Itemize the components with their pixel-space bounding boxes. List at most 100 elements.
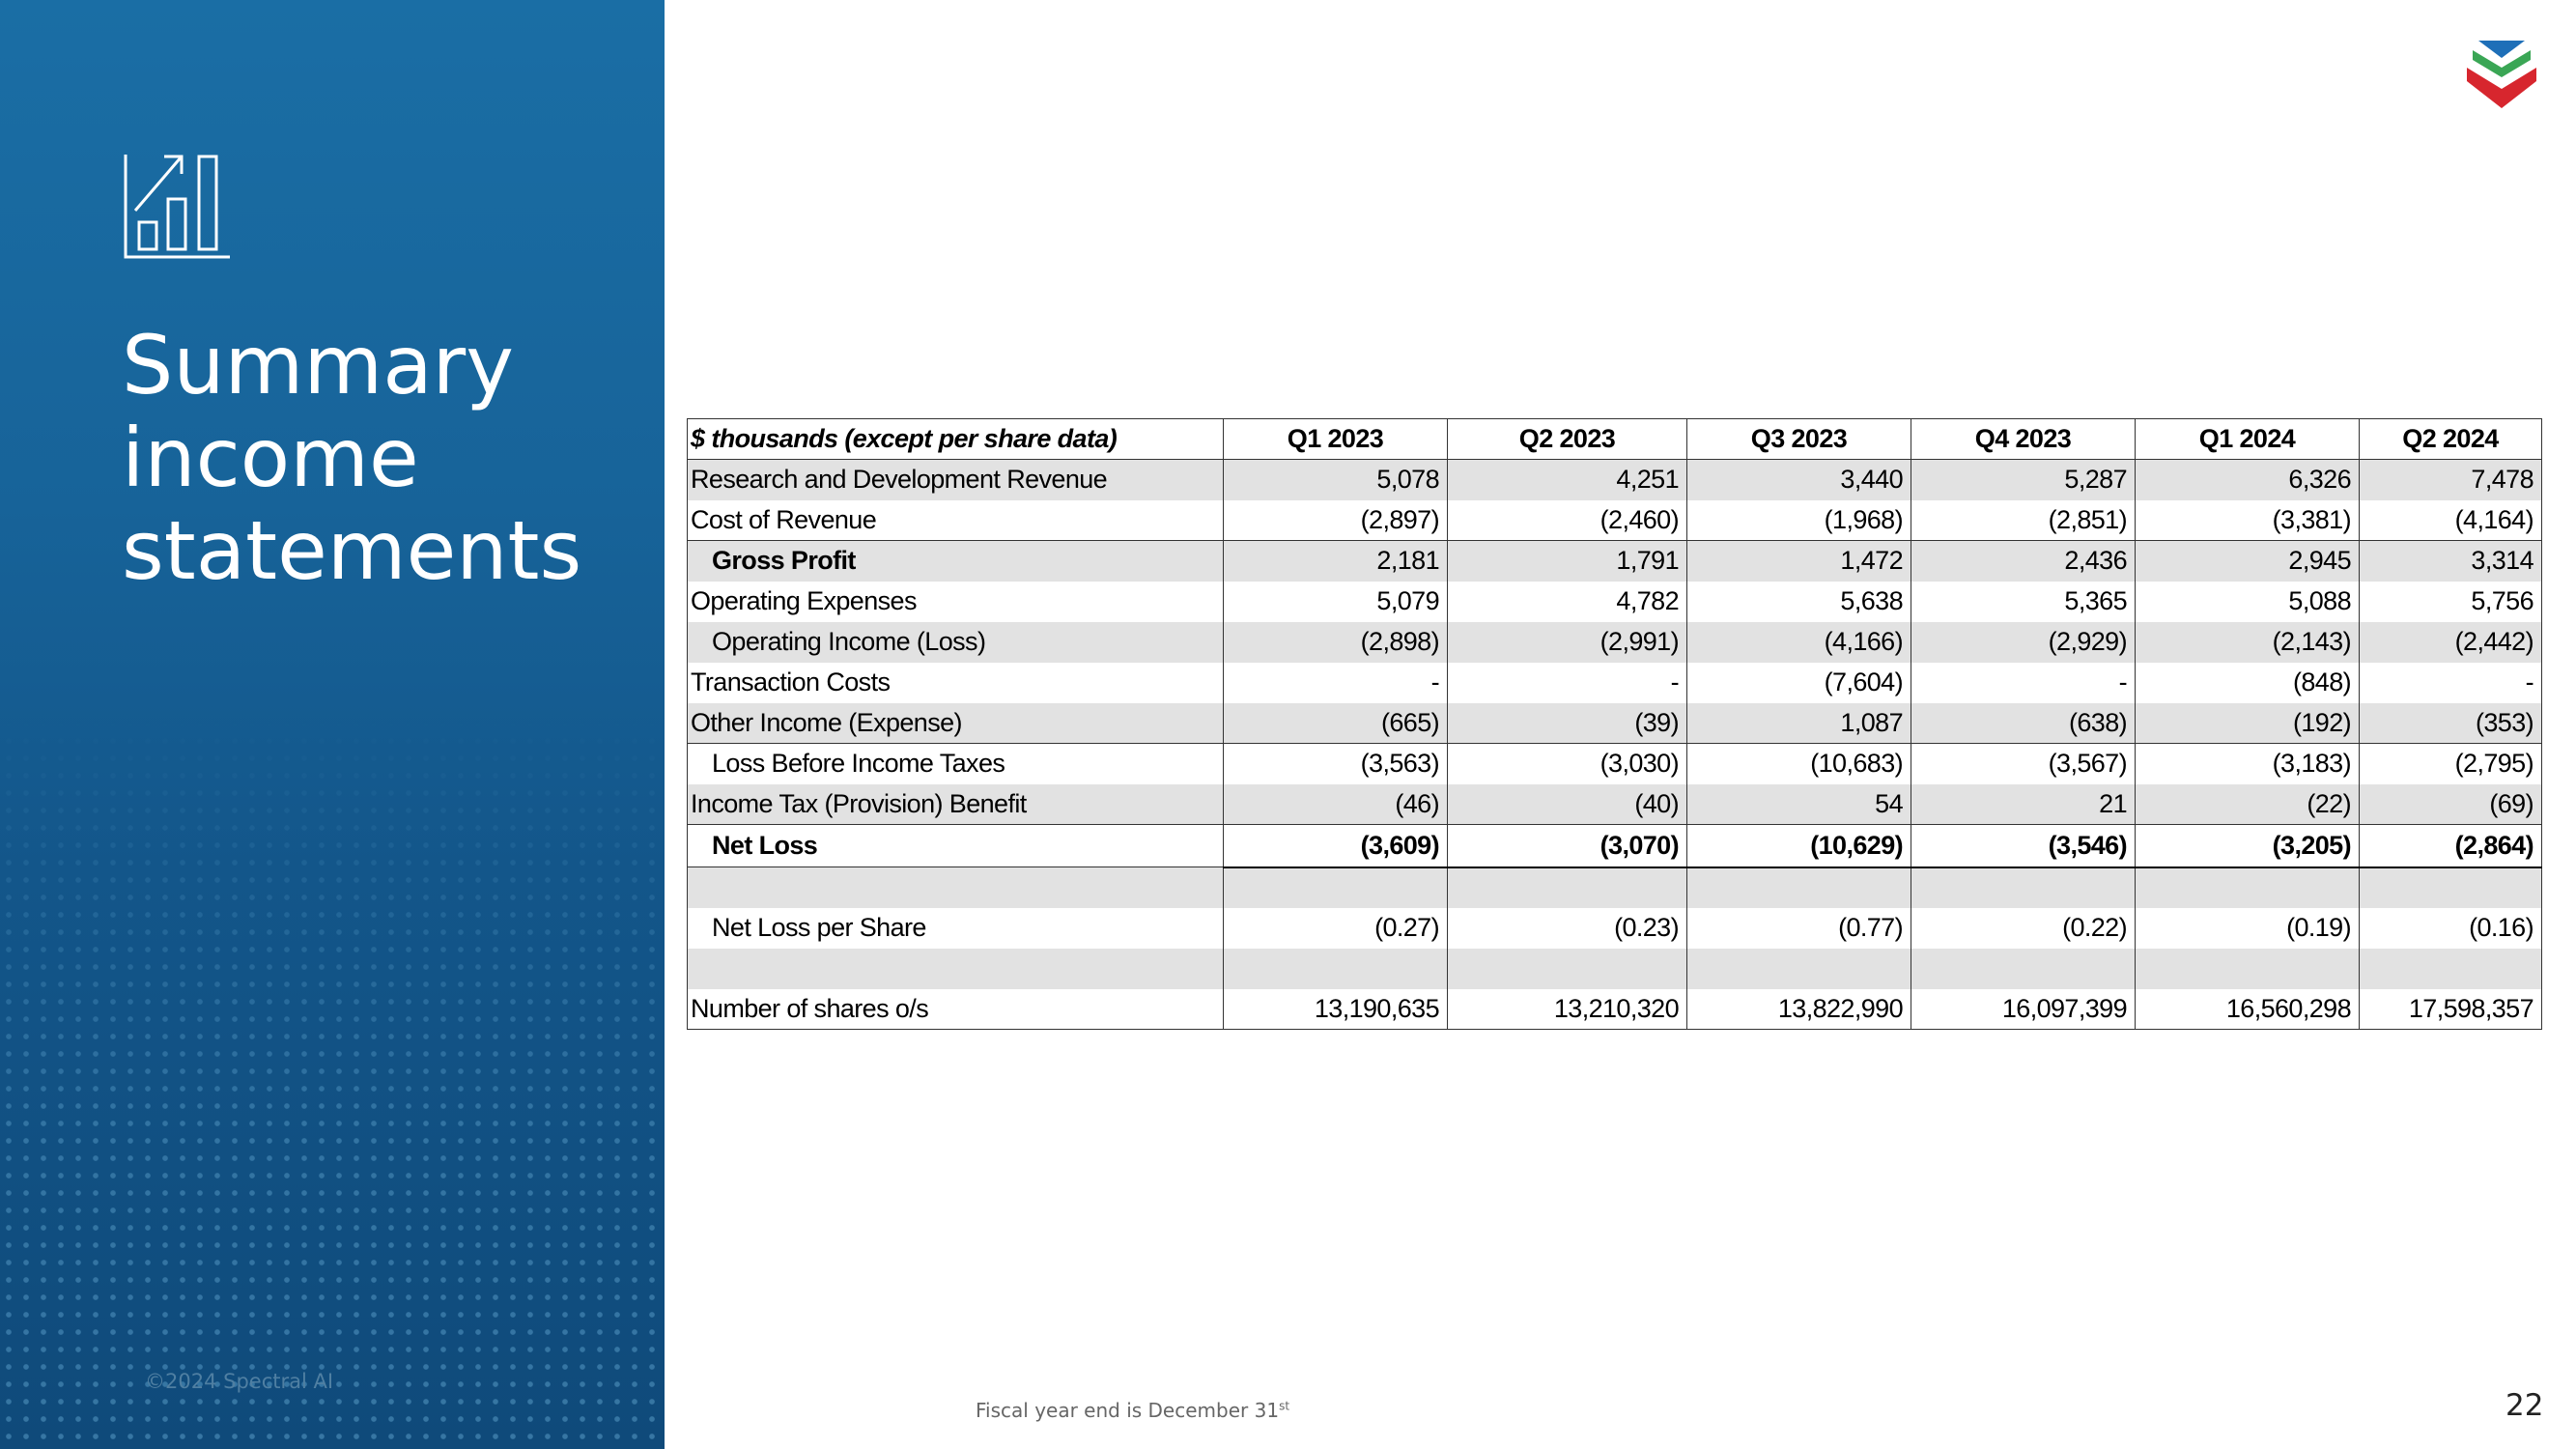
table-cell: 2,945 (2135, 540, 2360, 582)
table-cell: 6,326 (2135, 459, 2360, 500)
table-cell (2135, 948, 2360, 989)
table-cell: 21 (1911, 783, 2136, 825)
table-cell: 16,560,298 (2135, 988, 2360, 1030)
table-cell: 13,822,990 (1686, 988, 1911, 1030)
table-header: Q4 2023 (1911, 418, 2136, 460)
table-header: Q1 2023 (1223, 418, 1448, 460)
table-cell: 5,088 (2135, 581, 2360, 622)
table-cell (1447, 948, 1687, 989)
page-title: Summary income statements (122, 319, 643, 597)
table-cell: (3,030) (1447, 743, 1687, 784)
table-cell: (7,604) (1686, 662, 1911, 703)
page-number: 22 (2505, 1388, 2544, 1423)
table-cell: (3,070) (1447, 824, 1687, 868)
income-statement-table: $ thousands (except per share data) Q1 2… (687, 418, 2542, 1030)
table-cell (2135, 867, 2360, 908)
table-cell: - (1911, 662, 2136, 703)
table-cell (1223, 948, 1448, 989)
table-header: Q2 2024 (2359, 418, 2542, 460)
footnote-superscript: st (1279, 1399, 1290, 1413)
table-cell: (40) (1447, 783, 1687, 825)
table-cell: 3,440 (1686, 459, 1911, 500)
table-cell: 16,097,399 (1911, 988, 2136, 1030)
table-cell: (2,442) (2359, 621, 2542, 663)
table-cell: 5,287 (1911, 459, 2136, 500)
table-cell: 7,478 (2359, 459, 2542, 500)
table-cell: (10,683) (1686, 743, 1911, 784)
table-cell: 1,791 (1447, 540, 1687, 582)
row-label: Transaction Costs (687, 662, 1224, 703)
table-row: Net Loss per Share (0.27) (0.23) (0.77) … (687, 907, 2542, 949)
table-cell (1911, 867, 2136, 908)
table-cell: - (1223, 662, 1448, 703)
table-cell: (0.27) (1223, 907, 1448, 949)
table-cell: (3,546) (1911, 824, 2136, 868)
table-cell: (2,991) (1447, 621, 1687, 663)
table-row: Research and Development Revenue 5,078 4… (687, 459, 2542, 500)
table-row: Transaction Costs - - (7,604) - (848) - (687, 662, 2542, 703)
row-label: Income Tax (Provision) Benefit (687, 783, 1224, 825)
table-cell: (69) (2359, 783, 2542, 825)
table-cell: (638) (1911, 702, 2136, 744)
table-cell (1686, 867, 1911, 908)
table-cell: 5,638 (1686, 581, 1911, 622)
page-title-line: income (122, 411, 419, 505)
table-cell: (22) (2135, 783, 2360, 825)
table-row: Operating Expenses 5,079 4,782 5,638 5,3… (687, 581, 2542, 622)
table-cell: (3,183) (2135, 743, 2360, 784)
table-cell: (2,864) (2359, 824, 2542, 868)
table-cell: 17,598,357 (2359, 988, 2542, 1030)
table-cell: 1,472 (1686, 540, 1911, 582)
table-cell: - (2359, 662, 2542, 703)
table-cell: 5,365 (1911, 581, 2136, 622)
table-cell: (0.19) (2135, 907, 2360, 949)
chevron-stack-logo (2467, 41, 2536, 108)
row-label (687, 948, 1224, 989)
table-cell (1686, 948, 1911, 989)
table-cell: - (1447, 662, 1687, 703)
table-row: Number of shares o/s 13,190,635 13,210,3… (687, 988, 2542, 1030)
row-label: Net Loss per Share (687, 907, 1224, 949)
table-cell: 13,210,320 (1447, 988, 1687, 1030)
table-row: Net Loss (3,609) (3,070) (10,629) (3,546… (687, 824, 2542, 868)
table-row: Gross Profit 2,181 1,791 1,472 2,436 2,9… (687, 540, 2542, 582)
table-cell: (0.77) (1686, 907, 1911, 949)
row-label: Operating Income (Loss) (687, 621, 1224, 663)
table-cell: 3,314 (2359, 540, 2542, 582)
page-title-line: statements (122, 503, 582, 598)
table-cell (1911, 948, 2136, 989)
table-cell: (2,460) (1447, 499, 1687, 541)
table-cell: 54 (1686, 783, 1911, 825)
table-cell: (0.23) (1447, 907, 1687, 949)
table-cell: (665) (1223, 702, 1448, 744)
table-cell: (3,381) (2135, 499, 2360, 541)
table-cell: 5,756 (2359, 581, 2542, 622)
table-cell: 4,251 (1447, 459, 1687, 500)
table-cell: 13,190,635 (1223, 988, 1448, 1030)
table-cell: (39) (1447, 702, 1687, 744)
table-row (687, 948, 2542, 989)
table-cell: (3,567) (1911, 743, 2136, 784)
table-cell (2359, 867, 2542, 908)
row-label: Number of shares o/s (687, 988, 1224, 1030)
table-cell: (2,897) (1223, 499, 1448, 541)
table-cell: (4,164) (2359, 499, 2542, 541)
table-cell: 5,079 (1223, 581, 1448, 622)
table-cell: (353) (2359, 702, 2542, 744)
table-cell: (3,205) (2135, 824, 2360, 868)
table-row: Cost of Revenue (2,897) (2,460) (1,968) … (687, 499, 2542, 541)
row-label: Net Loss (687, 824, 1224, 867)
table-cell (1223, 867, 1448, 908)
footnote-text: Fiscal year end is December 31 (976, 1399, 1280, 1422)
table-cell: 1,087 (1686, 702, 1911, 744)
row-label: Other Income (Expense) (687, 702, 1224, 744)
dot-wave-background (0, 715, 665, 1449)
table-header: Q2 2023 (1447, 418, 1687, 460)
table-cell: (0.22) (1911, 907, 2136, 949)
row-label (687, 867, 1224, 908)
chart-growth-icon (124, 155, 230, 259)
table-row: Income Tax (Provision) Benefit (46) (40)… (687, 783, 2542, 825)
table-row: Loss Before Income Taxes (3,563) (3,030)… (687, 743, 2542, 784)
table-header: $ thousands (except per share data) (687, 418, 1224, 460)
table-row: Operating Income (Loss) (2,898) (2,991) … (687, 621, 2542, 663)
